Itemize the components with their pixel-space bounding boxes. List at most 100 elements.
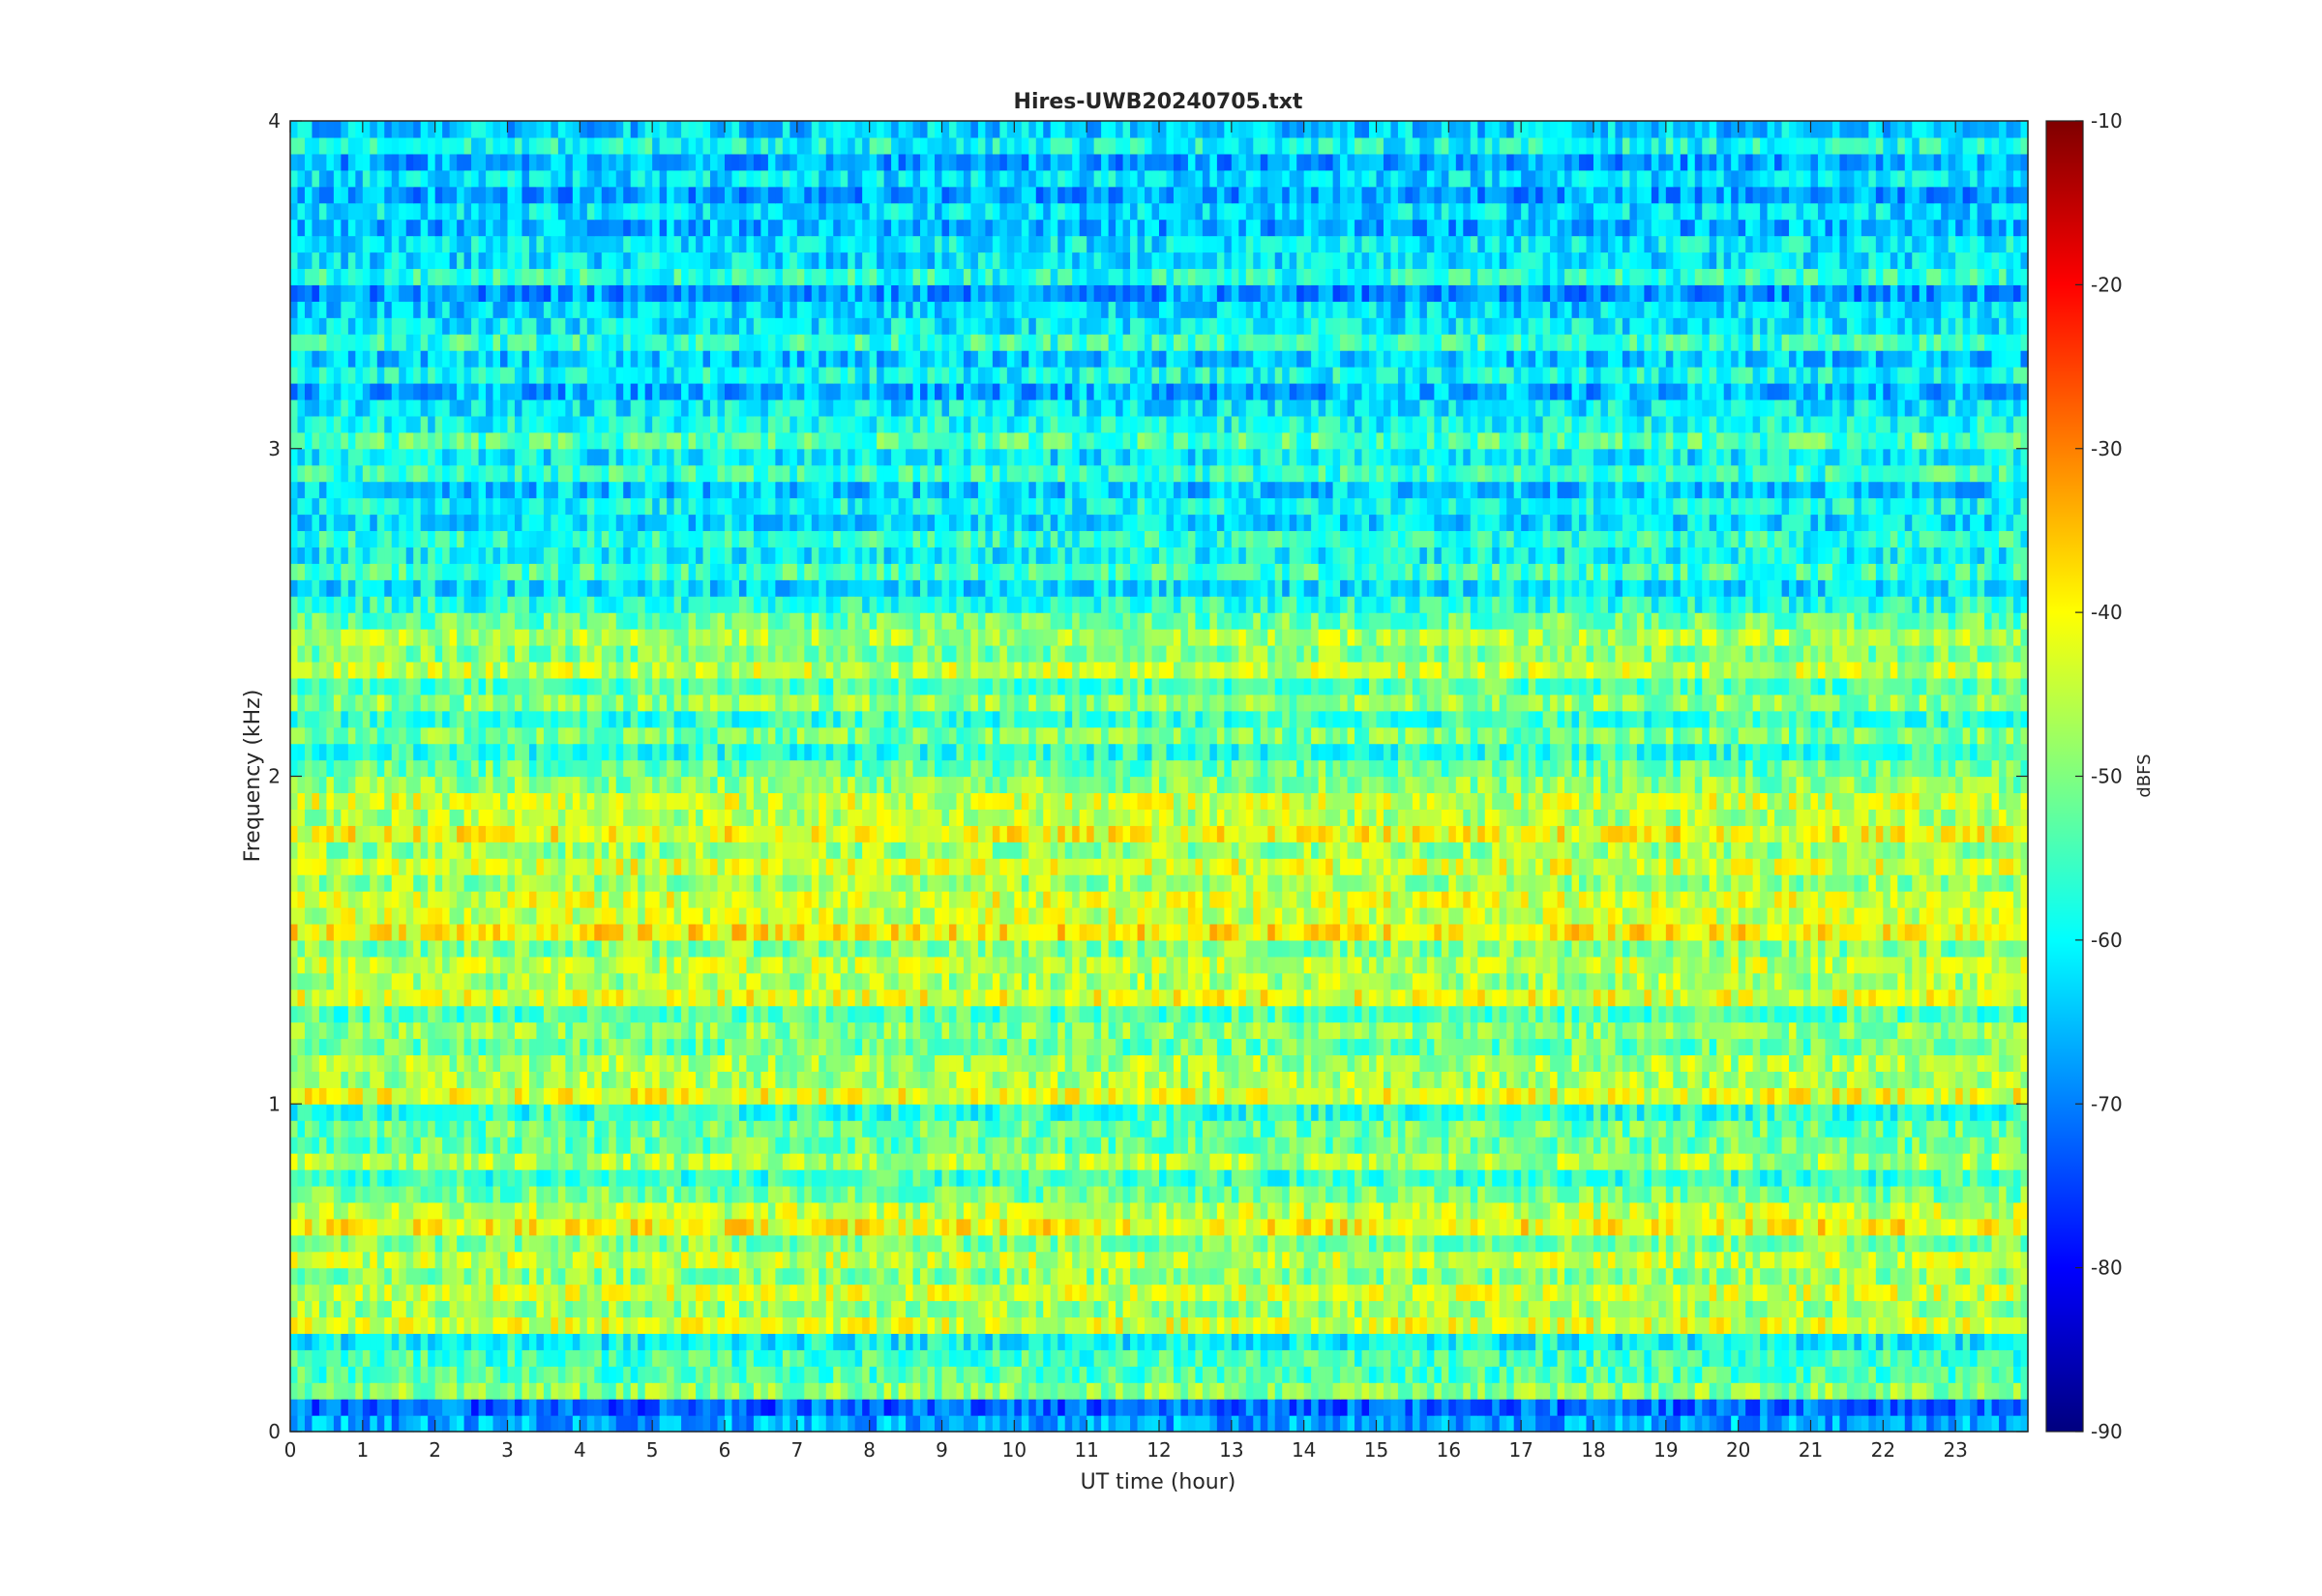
heatmap-cell — [1970, 1218, 1979, 1236]
heatmap-cell — [1035, 1153, 1044, 1170]
heatmap-cell — [399, 1267, 407, 1286]
heatmap-cell — [1492, 1382, 1501, 1400]
heatmap-cell — [1506, 1366, 1515, 1383]
heatmap-cell — [746, 1218, 755, 1236]
heatmap-cell — [1166, 1333, 1175, 1350]
heatmap-cell — [551, 1349, 559, 1367]
heatmap-cell — [638, 1316, 646, 1334]
heatmap-cell — [862, 1120, 871, 1138]
heatmap-cell — [1318, 1382, 1326, 1400]
heatmap-cell — [1050, 1399, 1058, 1416]
heatmap-cell — [1781, 1120, 1790, 1138]
heatmap-cell — [1245, 1366, 1254, 1383]
heatmap-cell — [1057, 1284, 1066, 1302]
heatmap-cell — [1253, 1251, 1262, 1269]
heatmap-cell — [1738, 1169, 1746, 1187]
heatmap-cell — [1108, 1169, 1116, 1187]
heatmap-cell — [580, 1267, 588, 1286]
heatmap-cell — [1723, 1104, 1732, 1121]
heatmap-cell — [1332, 1300, 1341, 1318]
heatmap-cell — [1752, 1251, 1761, 1269]
heatmap-cell — [1875, 1218, 1884, 1236]
heatmap-cell — [1101, 1201, 1110, 1220]
heatmap-cell — [1260, 1415, 1268, 1433]
heatmap-cell — [1687, 1300, 1696, 1318]
heatmap-cell — [1231, 1415, 1239, 1433]
heatmap-cell — [753, 1104, 762, 1121]
heatmap-cell — [927, 1137, 936, 1154]
heatmap-cell — [760, 1201, 769, 1220]
heatmap-cell — [1984, 1185, 1993, 1203]
heatmap-cell — [1723, 1300, 1732, 1318]
heatmap-cell — [463, 1234, 472, 1253]
heatmap-cell — [1506, 1300, 1515, 1318]
heatmap-cell — [1738, 1316, 1746, 1334]
heatmap-cell — [956, 1137, 965, 1154]
heatmap-cell — [428, 1415, 436, 1433]
heatmap-cell — [341, 1234, 349, 1253]
heatmap-cell — [1455, 1169, 1464, 1187]
heatmap-cell — [1376, 1284, 1384, 1302]
heatmap-cell — [1803, 1185, 1812, 1203]
heatmap-cell — [304, 1137, 313, 1154]
heatmap-cell — [1550, 1218, 1559, 1236]
heatmap-cell — [1296, 1284, 1305, 1302]
heatmap-cell — [956, 1284, 965, 1302]
heatmap-cell — [1050, 1185, 1058, 1203]
heatmap-cell — [1405, 1087, 1414, 1105]
heatmap-cell — [1644, 1137, 1652, 1154]
heatmap-cell — [652, 1333, 661, 1350]
heatmap-cell — [1817, 1185, 1827, 1203]
heatmap-cell — [789, 1251, 798, 1269]
heatmap-cell — [1513, 1153, 1522, 1170]
heatmap-cell — [992, 1415, 1000, 1433]
heatmap-cell — [906, 1267, 914, 1286]
heatmap-cell — [1484, 1399, 1493, 1416]
heatmap-cell — [1332, 1087, 1341, 1105]
heatmap-cell — [463, 1087, 472, 1105]
heatmap-cell — [630, 1153, 639, 1170]
heatmap-cell — [1455, 1234, 1464, 1253]
heatmap-cell — [500, 1153, 509, 1170]
heatmap-cell — [804, 1087, 813, 1105]
heatmap-cell — [318, 1300, 328, 1318]
heatmap-cell — [1636, 1251, 1645, 1269]
heatmap-cell — [1361, 1415, 1370, 1433]
heatmap-cell — [1492, 1120, 1501, 1138]
heatmap-cell — [731, 1399, 740, 1416]
heatmap-cell — [601, 1153, 610, 1170]
heatmap-cell — [1390, 1234, 1399, 1253]
heatmap-cell — [760, 1399, 769, 1416]
heatmap-cell — [1709, 1333, 1717, 1350]
heatmap-cell — [1412, 1104, 1420, 1121]
heatmap-cell — [1064, 1234, 1073, 1253]
heatmap-cell — [1673, 1201, 1682, 1220]
heatmap-cell — [1021, 1169, 1029, 1187]
heatmap-cell — [1586, 1120, 1594, 1138]
heatmap-cell — [500, 1399, 509, 1416]
heatmap-cell — [753, 1415, 762, 1433]
heatmap-cell — [1955, 1234, 1964, 1253]
heatmap-cell — [796, 1267, 805, 1286]
heatmap-cell — [1854, 1234, 1862, 1253]
heatmap-cell — [1116, 1137, 1124, 1154]
heatmap-cell — [1680, 1234, 1688, 1253]
heatmap-cell — [1448, 1366, 1457, 1383]
heatmap-cell — [1571, 1284, 1580, 1302]
heatmap-cell — [1890, 1366, 1898, 1383]
heatmap-cell — [405, 1267, 414, 1286]
heatmap-cell — [1774, 1399, 1783, 1416]
heatmap-cell — [1941, 1333, 1950, 1350]
heatmap-cell — [1702, 1120, 1711, 1138]
heatmap-cell — [1702, 1333, 1711, 1350]
heatmap-cell — [767, 1251, 776, 1269]
heatmap-cell — [1289, 1087, 1297, 1105]
heatmap-cell — [1593, 1251, 1602, 1269]
heatmap-cell — [1673, 1399, 1682, 1416]
heatmap-cell — [1484, 1137, 1493, 1154]
heatmap-cell — [297, 1201, 306, 1220]
heatmap-cell — [1035, 1201, 1044, 1220]
heatmap-cell — [906, 1137, 914, 1154]
heatmap-cell — [1166, 1251, 1175, 1269]
heatmap-cell — [1130, 1415, 1139, 1433]
